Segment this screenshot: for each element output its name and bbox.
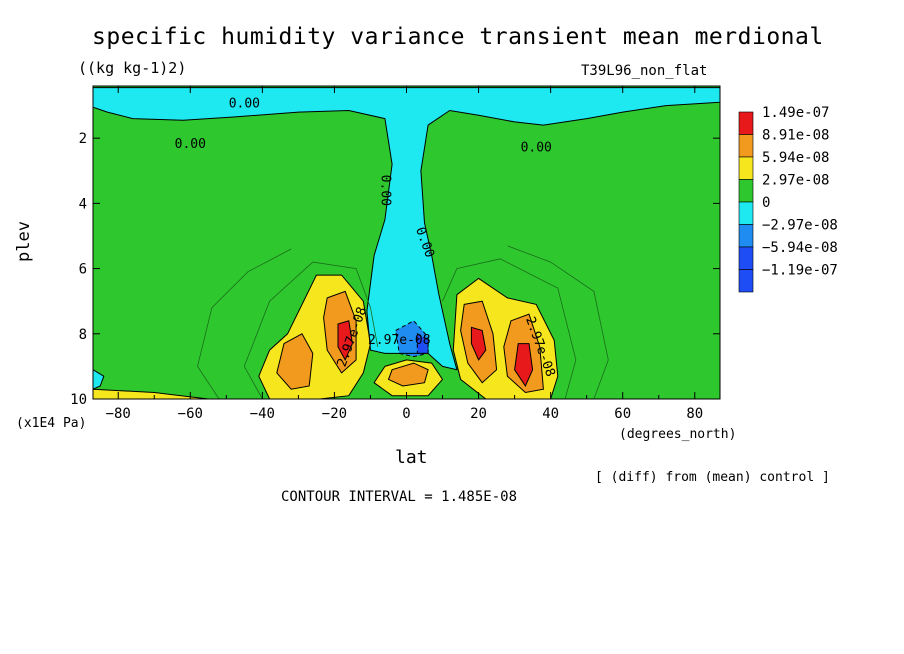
contour-line	[373, 359, 444, 397]
contour-line	[337, 320, 353, 362]
contour-line	[395, 320, 429, 358]
colorbar-swatch	[738, 179, 754, 203]
y-axis: 2 4 6 8 10	[70, 131, 720, 408]
contour-region	[93, 87, 720, 370]
contour-line	[323, 290, 357, 374]
contour-line	[452, 277, 559, 399]
colorbar-label: 2.97e-08	[762, 173, 829, 189]
contour-line	[93, 87, 720, 371]
contour-line	[243, 261, 379, 399]
contour-label: 2.97e-08	[368, 333, 431, 348]
colorbar-label: −2.97e-08	[762, 218, 838, 234]
colorbar-label: −1.19e-07	[762, 263, 838, 279]
x-tick-label: 60	[614, 406, 631, 422]
colorbar-label: 0	[762, 195, 770, 211]
colorbar-label: 1.49e-07	[762, 105, 829, 121]
contour-region	[338, 320, 353, 360]
x-tick-label: 80	[686, 406, 703, 422]
colorbar-swatch	[738, 246, 754, 270]
plot-area	[93, 86, 720, 399]
colorbar: 1.49e-07 8.91e-08 5.94e-08 2.97e-08 0 −2.97e-…	[738, 105, 838, 293]
x-tick-label: 0	[402, 406, 410, 422]
x-tick-label: 20	[470, 406, 487, 422]
y-tick-label: 10	[70, 392, 87, 408]
contour-line	[514, 343, 534, 388]
colorbar-swatch	[738, 224, 754, 248]
contour-label: 0.00	[521, 140, 552, 155]
x-axis: −80 −60 −40 −20 0 20 40 60 80	[106, 86, 703, 422]
contour-line	[276, 333, 314, 390]
colorbar-label: 5.94e-08	[762, 150, 829, 166]
chart-title: specific humidity variance transient mea…	[92, 24, 824, 50]
y-tick-label: 6	[79, 262, 87, 278]
contour-line	[93, 369, 105, 390]
colorbar-swatch	[738, 201, 754, 225]
contour-line	[258, 274, 372, 399]
chart-units: ((kg kg-1)2)	[78, 59, 187, 77]
x-axis-label: lat	[395, 447, 428, 468]
x-tick-label: −20	[322, 406, 347, 422]
colorbar-swatch	[738, 134, 754, 158]
x-tick-label: −40	[250, 406, 275, 422]
x-tick-label: −80	[106, 406, 131, 422]
y-axis-units: (x1E4 Pa)	[16, 416, 87, 431]
contour-lines	[93, 87, 720, 399]
contour-line	[503, 313, 544, 394]
contour-line	[442, 258, 577, 399]
contour-region	[93, 389, 209, 399]
contour-line	[507, 245, 609, 399]
contour-interval: CONTOUR INTERVAL = 1.485E-08	[281, 489, 518, 505]
y-tick-label: 8	[79, 327, 87, 343]
run-name: T39L96_non_flat	[581, 63, 708, 79]
diff-note: [ (diff) from (mean) control ]	[595, 470, 830, 485]
colorbar-swatch	[738, 111, 754, 135]
colorbar-swatch	[738, 269, 754, 293]
contour-line	[197, 248, 292, 399]
contour-region	[276, 333, 313, 390]
x-tick-label: 40	[542, 406, 559, 422]
contour-line	[470, 326, 487, 361]
contour-line	[93, 388, 209, 399]
colorbar-swatch	[738, 156, 754, 180]
colorbar-label: 8.91e-08	[762, 128, 829, 144]
contour-line	[460, 300, 498, 384]
contour-region	[514, 343, 533, 386]
x-tick-label: −60	[178, 406, 203, 422]
contour-label: 0.00	[377, 175, 392, 206]
x-axis-units: (degrees_north)	[619, 427, 737, 442]
contour-region	[388, 363, 429, 386]
contour-label: 0.00	[175, 137, 206, 152]
y-tick-label: 4	[79, 196, 87, 212]
contour-region	[93, 369, 104, 390]
y-tick-label: 2	[79, 131, 87, 147]
contour-line	[387, 362, 429, 387]
contour-line	[416, 332, 429, 354]
colorbar-label: −5.94e-08	[762, 240, 838, 256]
contour-label: 0.00	[229, 96, 260, 111]
